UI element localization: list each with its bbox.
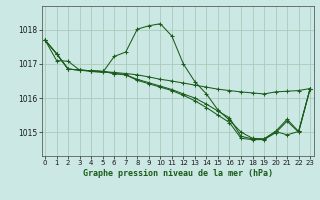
X-axis label: Graphe pression niveau de la mer (hPa): Graphe pression niveau de la mer (hPa)	[83, 169, 273, 178]
